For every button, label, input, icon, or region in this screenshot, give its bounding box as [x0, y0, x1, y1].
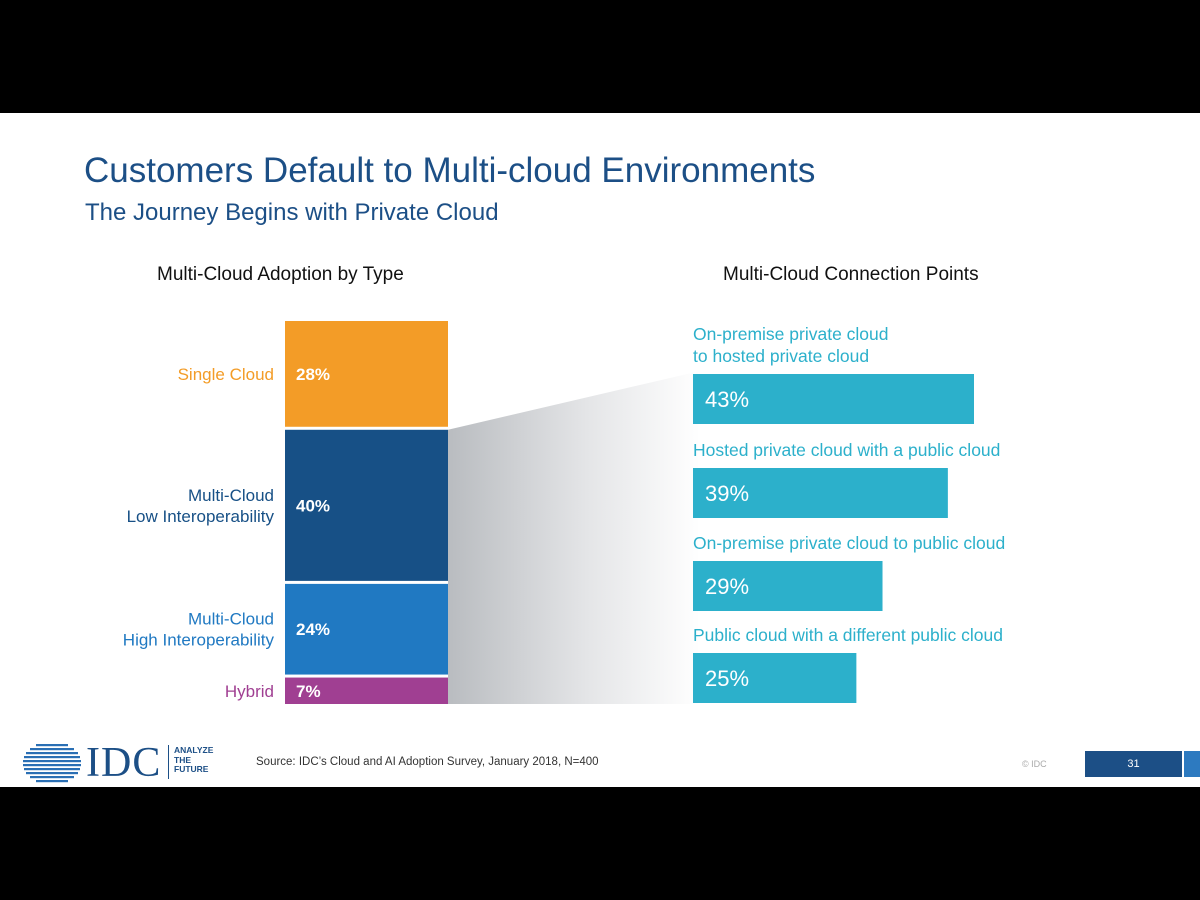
- stack-segment: [285, 677, 448, 704]
- idc-globe-logo-icon: [23, 744, 81, 783]
- connection-category-label: On-premise private cloud: [693, 324, 889, 344]
- copyright: © IDC: [1022, 759, 1047, 769]
- stack-category-label: Multi-Cloud: [188, 486, 274, 505]
- tagline-line-2: THE: [174, 754, 191, 765]
- stack-value-label: 40%: [296, 496, 330, 515]
- stack-category-label: Low Interoperability: [127, 507, 275, 526]
- slide: Customers Default to Multi-cloud Environ…: [0, 113, 1200, 787]
- connection-bar: [693, 374, 974, 424]
- logo-divider: [168, 745, 169, 779]
- stack-value-label: 24%: [296, 620, 330, 639]
- page-number: 31: [1085, 751, 1182, 777]
- stack-value-label: 28%: [296, 365, 330, 384]
- slide-title: Customers Default to Multi-cloud Environ…: [84, 151, 816, 190]
- stack-segment: [285, 583, 448, 675]
- tagline-line-3: FUTURE: [174, 764, 209, 774]
- source-note: Source: IDC’s Cloud and AI Adoption Surv…: [256, 756, 599, 768]
- connection-value-label: 43%: [705, 387, 749, 412]
- connection-value-label: 29%: [705, 574, 749, 599]
- connection-bar: [693, 561, 883, 611]
- stack-segment: [285, 429, 448, 581]
- stack-category-label: Single Cloud: [178, 365, 274, 384]
- stack-segment: [285, 321, 448, 427]
- connection-value-label: 25%: [705, 666, 749, 691]
- tagline-line-1: ANALYZE: [174, 745, 214, 755]
- connection-category-label: Public cloud with a different public clo…: [693, 625, 1003, 645]
- adoption-chart-title: Multi-Cloud Adoption by Type: [157, 264, 404, 285]
- page-accent-bar: [1184, 751, 1200, 777]
- stack-value-label: 7%: [296, 682, 321, 701]
- connection-bar: [693, 468, 948, 518]
- connection-value-label: 39%: [705, 481, 749, 506]
- connection-category-label: Hosted private cloud with a public cloud: [693, 440, 1000, 460]
- connection-category-label: to hosted private cloud: [693, 346, 869, 366]
- connection-bar: [693, 653, 857, 703]
- funnel-connector: [448, 371, 700, 704]
- charts-canvas: 28% Single Cloud 40% Multi-Cloud Low Interop…: [123, 321, 1005, 704]
- stack-category-label: Multi-Cloud: [188, 610, 274, 629]
- connection-chart-title: Multi-Cloud Connection Points: [723, 264, 979, 285]
- stack-category-label: Hybrid: [225, 682, 274, 701]
- connection-category-label: On-premise private cloud to public cloud: [693, 533, 1005, 553]
- slide-subtitle: The Journey Begins with Private Cloud: [85, 199, 499, 226]
- idc-logo-text: IDC: [86, 740, 162, 786]
- stack-category-label: High Interoperability: [123, 631, 275, 650]
- logo-tagline: ANALYZE THE FUTURE: [174, 745, 214, 775]
